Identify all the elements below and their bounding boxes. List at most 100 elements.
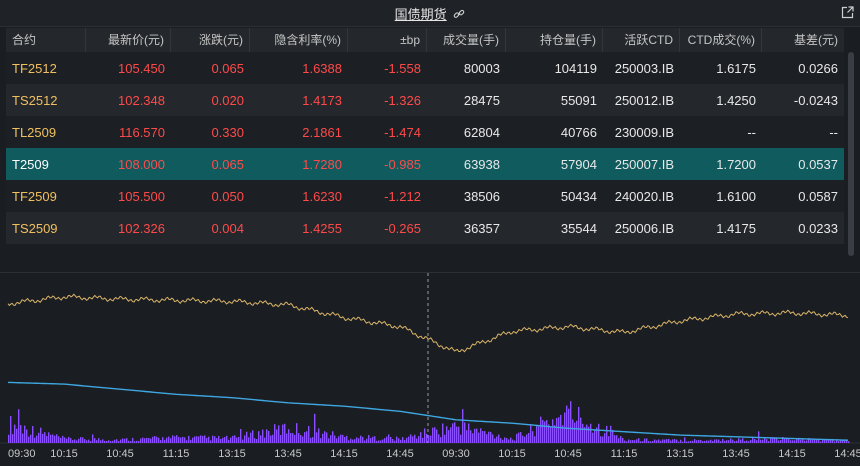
volume-bar — [754, 438, 756, 443]
table-row[interactable]: TF2512 105.450 0.065 1.6388 -1.558 80003… — [6, 52, 844, 84]
volume-bar — [710, 439, 712, 443]
cell-change: 0.004 — [211, 220, 244, 236]
table-row-selected[interactable]: T2509 108.000 0.065 1.7280 -0.985 63938 … — [6, 148, 844, 180]
volume-bar — [92, 434, 94, 443]
volume-bar — [738, 438, 740, 443]
col-header-open-interest[interactable]: 持仓量(手) — [506, 28, 603, 52]
price-line — [7, 293, 849, 353]
volume-bar — [848, 441, 850, 443]
cell-open-interest: 40766 — [560, 124, 597, 140]
table-scrollbar[interactable] — [848, 52, 854, 256]
volume-bar — [552, 419, 554, 443]
volume-bar — [814, 439, 816, 443]
volume-bar — [292, 433, 294, 443]
volume-bar — [442, 423, 444, 443]
table-row[interactable]: TS2509 102.326 0.004 1.4255 -0.265 36357… — [6, 212, 844, 244]
volume-bar — [770, 437, 772, 443]
volume-bar — [400, 439, 402, 443]
volume-bar — [70, 438, 72, 443]
volume-bar — [628, 439, 630, 443]
expand-icon[interactable] — [841, 6, 854, 19]
volume-bar — [666, 439, 668, 443]
volume-bar — [826, 439, 828, 443]
volume-bar — [404, 439, 406, 443]
volume-bar — [206, 437, 208, 443]
volume-bar — [330, 435, 332, 443]
volume-bar — [164, 439, 166, 443]
x-axis-tick-label: 09:30 — [442, 448, 470, 460]
volume-bar — [24, 425, 26, 443]
col-header-last-price[interactable]: 最新价(元) — [86, 28, 171, 52]
volume-bar — [230, 437, 232, 443]
volume-bar — [284, 423, 286, 443]
volume-bar — [214, 436, 216, 443]
col-header-implied-rate[interactable]: 隐含利率(%) — [250, 28, 348, 52]
volume-bar — [534, 436, 536, 443]
x-axis-tick-label: 11:15 — [163, 448, 190, 460]
volume-bar — [12, 434, 14, 443]
col-header-bp[interactable]: ±bp — [348, 28, 427, 52]
volume-bar — [752, 437, 754, 443]
volume-bar — [468, 423, 470, 443]
volume-bar — [698, 440, 700, 443]
volume-bar — [278, 425, 280, 443]
volume-bar — [38, 432, 40, 443]
volume-bar — [248, 437, 250, 443]
table-row[interactable]: TL2509 116.570 0.330 2.1861 -1.474 62804… — [6, 116, 844, 148]
volume-bar — [588, 426, 590, 443]
volume-bar — [634, 440, 636, 443]
volume-bar — [370, 438, 372, 443]
cell-last-price: 102.348 — [118, 92, 165, 108]
table-row[interactable]: TS2512 102.348 0.020 1.4173 -1.326 28475… — [6, 84, 844, 116]
volume-bar — [562, 425, 564, 443]
volume-bar — [526, 434, 528, 443]
volume-bar — [412, 436, 414, 443]
volume-bar — [364, 440, 366, 443]
volume-bar — [454, 422, 456, 443]
volume-bar — [78, 438, 80, 443]
volume-bar — [392, 438, 394, 443]
volume-bar — [348, 440, 350, 443]
cell-last-price: 116.570 — [118, 124, 165, 140]
volume-bar — [376, 440, 378, 443]
table-row[interactable]: TF2509 105.500 0.050 1.6230 -1.212 38506… — [6, 180, 844, 212]
col-header-basis[interactable]: 基差(元) — [794, 33, 838, 47]
col-header-ctd-trade[interactable]: CTD成交(%) — [680, 28, 762, 52]
cell-active-ctd: 240020.IB — [614, 188, 674, 204]
cell-ctd-trade: 1.7200 — [716, 156, 756, 172]
col-header-volume[interactable]: 成交量(手) — [427, 28, 506, 52]
volume-bar — [62, 435, 64, 443]
volume-bar — [108, 440, 110, 443]
volume-bar — [42, 433, 44, 443]
volume-bar — [532, 431, 534, 443]
col-header-active-ctd[interactable]: 活跃CTD — [603, 28, 680, 52]
volume-bar — [440, 437, 442, 443]
volume-bar — [402, 437, 404, 443]
col-header-contract[interactable]: 合约 — [6, 28, 86, 52]
volume-bar — [112, 440, 114, 443]
volume-bar — [684, 437, 686, 443]
chart-canvas: 09:30 10:15 10:45 11:15 13:15 13:45 14:15 14:45… — [0, 273, 860, 460]
volume-bar — [48, 432, 50, 443]
volume-bar — [570, 401, 572, 443]
col-header-change[interactable]: 涨跌(元) — [171, 28, 250, 52]
volume-bar — [838, 440, 840, 443]
volume-bar — [764, 437, 766, 443]
volume-bar — [130, 441, 132, 443]
volume-bar — [140, 438, 142, 443]
volume-bar — [608, 436, 610, 443]
volume-bar — [792, 440, 794, 443]
volume-bar — [558, 417, 560, 443]
volume-bar — [282, 424, 284, 443]
panel-title[interactable]: 国债期货 — [394, 7, 447, 22]
volume-bar — [828, 439, 830, 443]
volume-bar — [60, 437, 62, 443]
volume-bar — [332, 431, 334, 443]
volume-bar — [340, 434, 342, 443]
volume-bar — [590, 423, 592, 443]
volume-bar — [220, 439, 222, 443]
link-icon[interactable] — [453, 8, 465, 20]
volume-bar — [20, 425, 22, 443]
volume-bar — [648, 441, 650, 443]
volume-bar — [126, 438, 128, 443]
